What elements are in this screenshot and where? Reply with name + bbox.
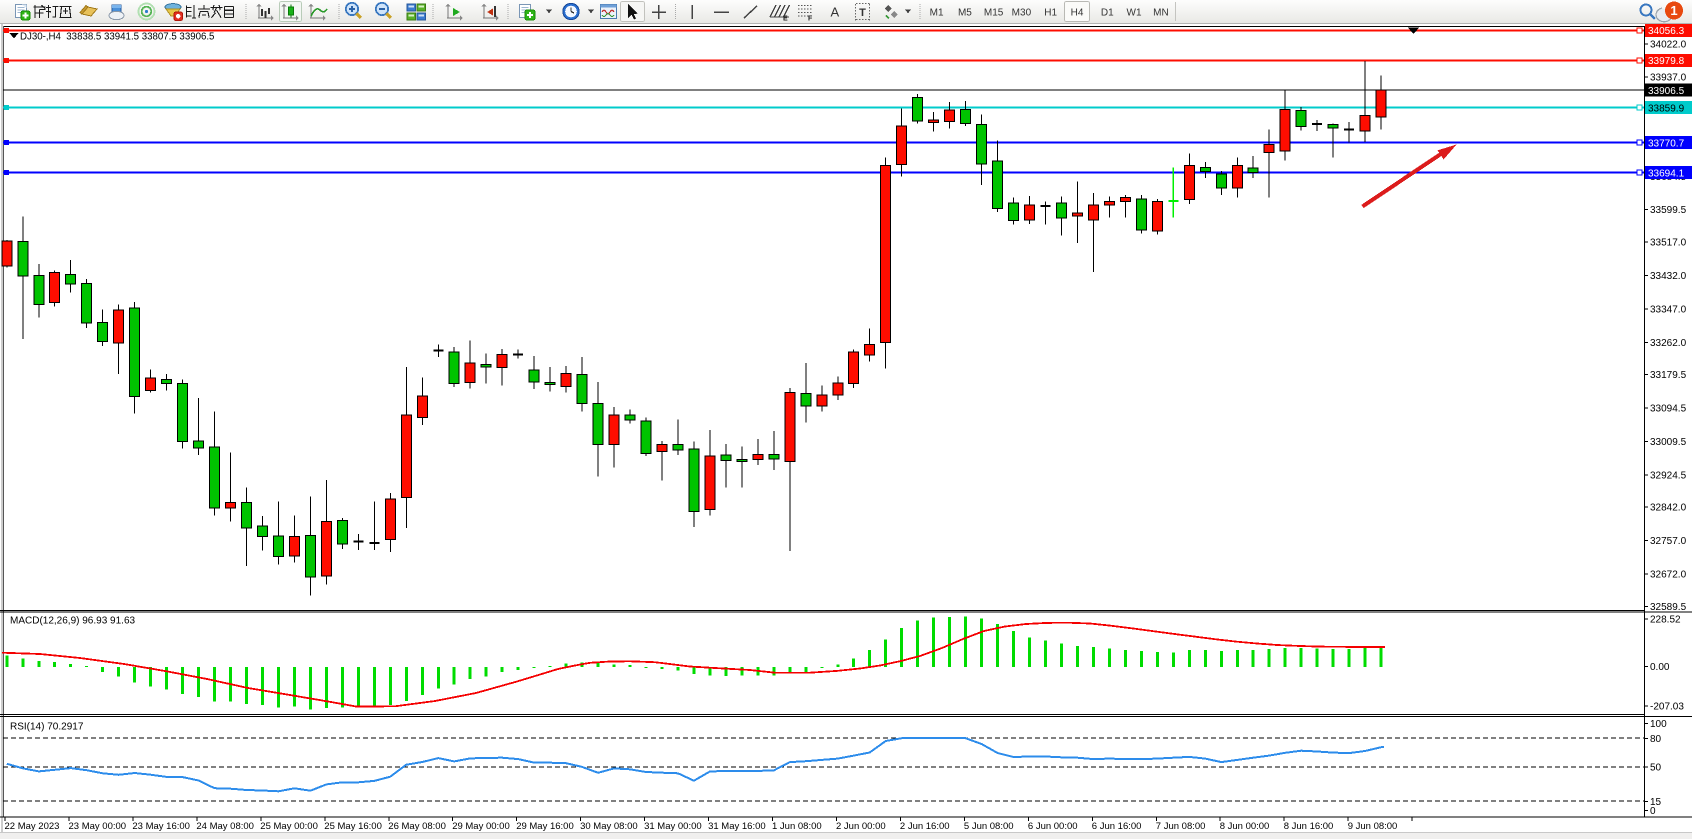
svg-text:0: 0 <box>1650 806 1656 817</box>
svg-text:22 May 2023: 22 May 2023 <box>5 821 60 832</box>
svg-text:H4: H4 <box>1071 8 1084 19</box>
svg-text:8 Jun 16:00: 8 Jun 16:00 <box>1284 821 1334 832</box>
svg-text:33979.8: 33979.8 <box>1648 56 1685 67</box>
svg-text:M5: M5 <box>958 8 972 19</box>
svg-text:2 Jun 16:00: 2 Jun 16:00 <box>900 821 950 832</box>
svg-text:6 Jun 16:00: 6 Jun 16:00 <box>1092 821 1142 832</box>
svg-text:F: F <box>808 16 813 23</box>
svg-text:T: T <box>859 7 866 19</box>
svg-text:33517.0: 33517.0 <box>1650 238 1687 249</box>
svg-text:34056.3: 34056.3 <box>1648 26 1685 37</box>
svg-text:M15: M15 <box>984 8 1004 19</box>
svg-text:34022.0: 34022.0 <box>1650 39 1687 50</box>
svg-text:W1: W1 <box>1127 8 1142 19</box>
svg-text:33770.7: 33770.7 <box>1648 138 1685 149</box>
svg-text:32924.5: 32924.5 <box>1650 470 1687 481</box>
svg-text:80: 80 <box>1650 734 1662 745</box>
svg-text:25 May 16:00: 25 May 16:00 <box>324 821 382 832</box>
svg-text:100: 100 <box>1650 719 1667 730</box>
svg-text:50: 50 <box>1650 762 1662 773</box>
svg-text:33937.0: 33937.0 <box>1650 73 1687 84</box>
svg-text:RSI(14) 70.2917: RSI(14) 70.2917 <box>10 722 84 733</box>
svg-text:25 May 00:00: 25 May 00:00 <box>260 821 318 832</box>
svg-text:228.52: 228.52 <box>1650 615 1681 626</box>
svg-text:A: A <box>831 5 840 20</box>
svg-text:24 May 08:00: 24 May 08:00 <box>196 821 254 832</box>
svg-text:9 Jun 08:00: 9 Jun 08:00 <box>1348 821 1398 832</box>
svg-text:33347.0: 33347.0 <box>1650 304 1687 315</box>
svg-text:32757.0: 32757.0 <box>1650 536 1687 547</box>
svg-text:-207.03: -207.03 <box>1650 702 1684 713</box>
svg-text:1 Jun 08:00: 1 Jun 08:00 <box>772 821 822 832</box>
svg-text:33859.9: 33859.9 <box>1648 103 1685 114</box>
svg-text:32589.5: 32589.5 <box>1650 602 1687 613</box>
svg-text:23 May 00:00: 23 May 00:00 <box>69 821 127 832</box>
svg-text:0.00: 0.00 <box>1650 662 1670 673</box>
svg-text:23 May 16:00: 23 May 16:00 <box>132 821 190 832</box>
svg-text:26 May 08:00: 26 May 08:00 <box>388 821 446 832</box>
svg-text:33599.5: 33599.5 <box>1650 205 1687 216</box>
svg-text:MACD(12,26,9) 96.93 91.63: MACD(12,26,9) 96.93 91.63 <box>10 616 136 627</box>
svg-text:2 Jun 00:00: 2 Jun 00:00 <box>836 821 886 832</box>
svg-text:33094.5: 33094.5 <box>1650 404 1687 415</box>
svg-text:33432.0: 33432.0 <box>1650 271 1687 282</box>
svg-text:33262.0: 33262.0 <box>1650 338 1687 349</box>
svg-text:5 Jun 08:00: 5 Jun 08:00 <box>964 821 1014 832</box>
svg-text:33179.5: 33179.5 <box>1650 370 1687 381</box>
svg-text:6 Jun 00:00: 6 Jun 00:00 <box>1028 821 1078 832</box>
svg-text:H1: H1 <box>1044 8 1057 19</box>
svg-text:MN: MN <box>1153 8 1169 19</box>
svg-text:M1: M1 <box>930 8 944 19</box>
svg-text:29 May 16:00: 29 May 16:00 <box>516 821 574 832</box>
svg-text:30 May 08:00: 30 May 08:00 <box>580 821 638 832</box>
svg-text:D1: D1 <box>1101 8 1114 19</box>
svg-text:33906.5: 33906.5 <box>1648 86 1685 97</box>
svg-text:31 May 00:00: 31 May 00:00 <box>644 821 702 832</box>
svg-text:31 May 16:00: 31 May 16:00 <box>708 821 766 832</box>
svg-text:M30: M30 <box>1012 8 1032 19</box>
svg-text:DJ30-,H4 33838.5 33941.5 3380: DJ30-,H4 33838.5 33941.5 33807.5 33906.5 <box>20 32 214 43</box>
svg-text:15: 15 <box>1650 797 1662 808</box>
svg-text:E: E <box>783 16 788 23</box>
svg-text:33009.5: 33009.5 <box>1650 437 1687 448</box>
svg-text:32842.0: 32842.0 <box>1650 503 1687 514</box>
svg-text:7 Jun 08:00: 7 Jun 08:00 <box>1156 821 1206 832</box>
svg-text:33694.1: 33694.1 <box>1648 168 1685 179</box>
svg-text:8 Jun 00:00: 8 Jun 00:00 <box>1220 821 1270 832</box>
svg-text:1: 1 <box>1670 3 1677 18</box>
svg-text:32672.0: 32672.0 <box>1650 569 1687 580</box>
svg-text:29 May 00:00: 29 May 00:00 <box>452 821 510 832</box>
